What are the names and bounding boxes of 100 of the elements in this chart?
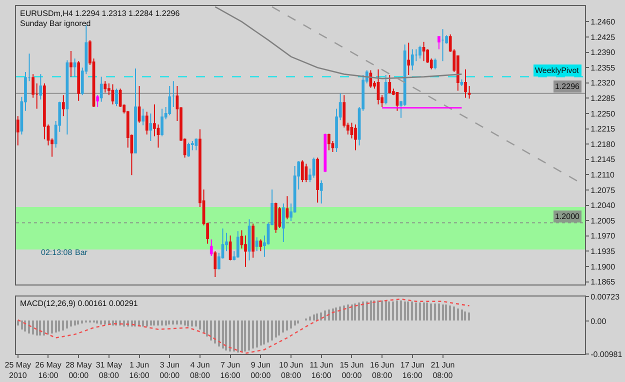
candlestick [282, 203, 285, 243]
x-tick-label: 10 Jun 08:00 [279, 360, 304, 380]
candlestick [77, 60, 80, 102]
candlestick [441, 28, 444, 62]
bar [313, 314, 315, 321]
x-tick-label: 1 Jun 16:00 [129, 360, 150, 380]
bar [146, 320, 148, 327]
bar [351, 304, 353, 321]
y-tick-label: 1.2460 [590, 18, 616, 27]
candlestick [236, 230, 240, 258]
y-tick-label: 1.1900 [590, 262, 616, 272]
candlestick [142, 108, 145, 126]
bar [157, 320, 159, 326]
bar [442, 304, 444, 321]
annotation: Bar [75, 248, 88, 257]
bar [47, 320, 49, 335]
bar [252, 320, 254, 349]
candlestick [255, 236, 258, 252]
bar [430, 304, 432, 321]
bar [17, 320, 19, 326]
bar [172, 320, 174, 325]
bar [449, 306, 451, 321]
candlestick [259, 238, 262, 252]
candlestick [111, 84, 114, 105]
chart-title: EURUSDm,H4 1.2294 1.2313 1.2284 1.2296 [20, 9, 180, 18]
candlestick [324, 133, 327, 173]
text: Sunday Bar ignored [20, 19, 91, 28]
y-tick-label: 1.2145 [590, 155, 616, 164]
bar [358, 302, 360, 321]
bar [191, 320, 193, 327]
bar [438, 304, 440, 321]
candlestick [460, 78, 464, 86]
bar [407, 302, 409, 321]
candlestick [316, 157, 319, 204]
x-tick-label: 15 Jun 00:00 [340, 360, 364, 380]
bar [396, 300, 398, 321]
candlestick [286, 196, 289, 220]
x-tick-label: 3 Jun 00:00 [160, 360, 180, 380]
bar [77, 320, 79, 325]
candlestick [228, 234, 232, 261]
candlestick [328, 133, 330, 151]
candlestick [194, 138, 198, 151]
candlestick [149, 113, 152, 142]
line-series [17, 298, 470, 354]
bar [411, 302, 413, 321]
bar [203, 320, 205, 333]
candlestick [115, 88, 118, 107]
bar [248, 320, 250, 351]
y-tick-label: 1.2005 [590, 216, 616, 226]
bar [81, 320, 83, 324]
ref-line-label: WeeklyPivot [535, 66, 580, 75]
candlestick [418, 45, 422, 59]
bar [381, 300, 383, 321]
candlestick [134, 68, 137, 154]
bar [343, 306, 345, 321]
candlestick [252, 223, 255, 258]
bar [62, 320, 64, 331]
bar [370, 300, 372, 321]
bar [392, 302, 394, 321]
bar [142, 320, 144, 327]
bar [263, 320, 265, 345]
candlestick [39, 74, 42, 100]
bar [275, 320, 277, 338]
candlestick [468, 85, 471, 100]
bar [278, 320, 280, 336]
bar [335, 308, 337, 321]
ref-line-label: 1.2296 [555, 82, 580, 91]
bar [282, 320, 284, 333]
candlestick [434, 58, 437, 70]
bar [210, 320, 212, 341]
bar [21, 320, 23, 330]
bar [464, 312, 466, 321]
candlestick [464, 68, 467, 98]
candlestick [168, 85, 172, 116]
x-tick-label: 31 May 08:00 [96, 360, 122, 380]
bar [260, 320, 262, 346]
y-tick-label: 1.2355 [590, 63, 616, 72]
bar [309, 316, 311, 321]
candlestick [274, 202, 278, 234]
y-tick-label: 1.2390 [590, 48, 616, 58]
x-tick-label: 16 Jun 08:00 [370, 360, 394, 380]
line-series [214, 6, 462, 80]
candlestick [422, 41, 426, 62]
bar [119, 320, 121, 326]
bar [150, 320, 152, 326]
bar [271, 320, 273, 341]
candlestick [396, 92, 399, 112]
y-tick-label: 1.2425 [590, 32, 616, 42]
annotation: 02:13:08 [41, 248, 73, 257]
bar [187, 320, 189, 327]
candlestick [16, 116, 20, 146]
bar [400, 300, 402, 321]
bar [385, 300, 387, 321]
candlestick [214, 250, 217, 278]
y-tick-label: 1.2320 [590, 78, 616, 88]
y-tick-label: 1.2285 [590, 94, 616, 104]
y-tick-label: 1.1935 [590, 246, 616, 256]
bar [100, 320, 102, 325]
candlestick [172, 80, 175, 108]
bar [214, 320, 216, 344]
